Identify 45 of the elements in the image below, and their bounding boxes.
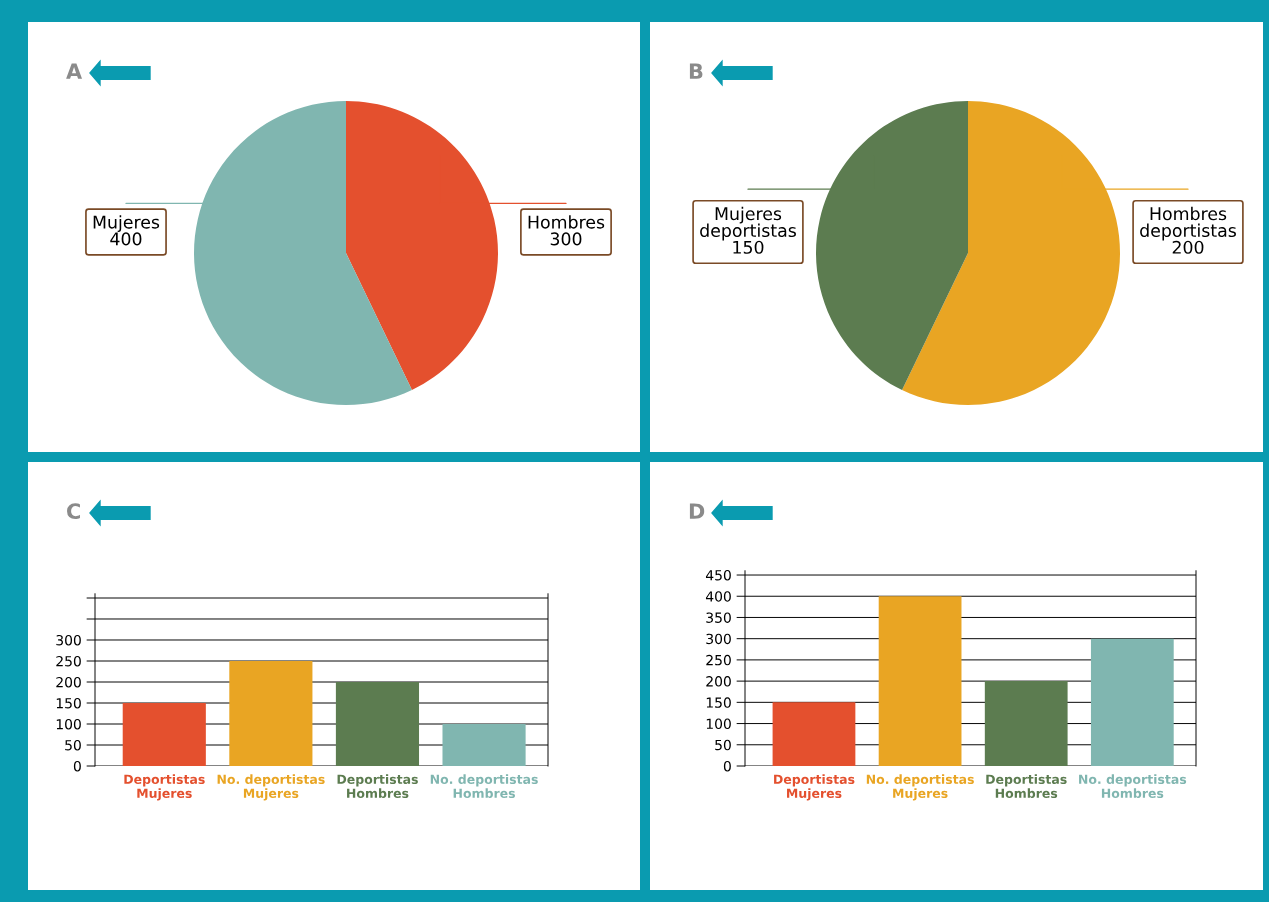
- data-label: 400: [110, 232, 142, 246]
- y-tick-label: 300: [56, 634, 81, 646]
- x-tick-label: No. deportistas Hombres: [1079, 774, 1187, 799]
- x-tick-label: No. deportistas Hombres: [430, 774, 538, 799]
- data-label: 300: [550, 232, 582, 246]
- y-tick-label: 400: [705, 591, 731, 602]
- y-tick-label: 200: [56, 676, 81, 688]
- x-tick-label: Deportistas Hombres: [337, 774, 418, 799]
- y-tick-label: 100: [56, 718, 81, 730]
- y-tick-label: 200: [706, 676, 731, 687]
- y-tick-label: 0: [723, 760, 731, 772]
- y-tick-label: 0: [73, 760, 81, 772]
- y-tick-label: 350: [706, 612, 731, 623]
- bar: [772, 702, 856, 766]
- y-tick-label: 50: [65, 739, 81, 751]
- y-tick-label: 150: [56, 697, 81, 709]
- chart-title: A: [66, 63, 83, 79]
- bar: [442, 724, 526, 766]
- y-tick-label: 300: [706, 633, 731, 645]
- data-label: 150: [733, 240, 764, 254]
- x-tick-label: No. deportistas Mujeres: [866, 774, 974, 801]
- chart-title: D: [689, 503, 705, 519]
- y-tick-label: 250: [56, 655, 81, 667]
- data-label: 200: [1172, 240, 1204, 254]
- slice-label: Hombres: [528, 215, 605, 229]
- y-tick-label: 150: [706, 697, 731, 708]
- chart-title: B: [689, 63, 703, 79]
- bar: [878, 596, 962, 766]
- slice-label: Mujeres deportistas: [700, 206, 796, 241]
- bar: [122, 703, 206, 766]
- slice-label: Hombres deportistas: [1140, 206, 1236, 241]
- y-tick-label: 50: [715, 739, 731, 751]
- y-tick-label: 450: [705, 569, 731, 581]
- x-tick-label: Deportistas Hombres: [986, 774, 1067, 799]
- bar: [1090, 638, 1174, 766]
- y-tick-label: 250: [706, 654, 731, 666]
- y-tick-label: 100: [706, 718, 731, 730]
- x-tick-label: Deportistas Mujeres: [124, 774, 205, 801]
- bar: [229, 661, 313, 766]
- bar: [984, 681, 1068, 766]
- bar: [335, 682, 420, 766]
- slice-label: Mujeres: [93, 215, 160, 232]
- x-tick-label: Deportistas Mujeres: [774, 774, 855, 801]
- x-tick-label: No. deportistas Mujeres: [217, 774, 325, 801]
- chart-title: C: [67, 503, 80, 520]
